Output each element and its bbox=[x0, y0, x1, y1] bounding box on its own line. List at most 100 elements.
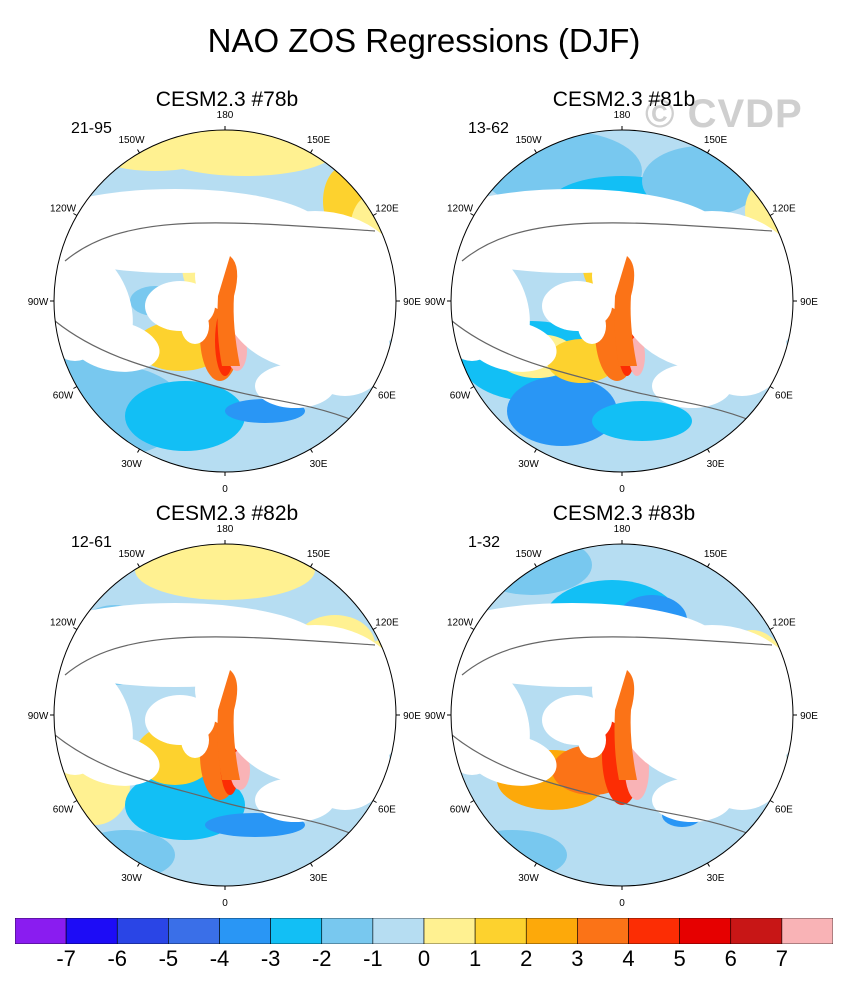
land-mask bbox=[467, 320, 557, 372]
lon-label: 180 bbox=[217, 110, 234, 121]
lon-tick bbox=[769, 386, 774, 389]
lon-tick bbox=[73, 800, 78, 803]
lon-label: 150W bbox=[118, 549, 145, 560]
colorbar-tick-label: -3 bbox=[260, 946, 281, 971]
colorbar-swatch bbox=[423, 918, 476, 944]
lon-label: 60E bbox=[775, 391, 793, 402]
colorbar bbox=[15, 918, 833, 944]
lon-tick bbox=[137, 862, 140, 867]
lon-label: 0 bbox=[222, 484, 228, 495]
lon-label: 90W bbox=[425, 297, 446, 308]
colorbar-swatch bbox=[270, 918, 323, 944]
colorbar-tick-label: 6 bbox=[724, 946, 737, 971]
lon-label: 60E bbox=[378, 805, 396, 816]
land-mask bbox=[181, 308, 209, 344]
colorbar-tick-label: 3 bbox=[571, 946, 584, 971]
coastline bbox=[54, 734, 356, 836]
lon-tick bbox=[534, 448, 537, 453]
lon-label: 0 bbox=[619, 484, 625, 495]
lon-label: 30W bbox=[121, 873, 142, 884]
lon-label: 120E bbox=[375, 204, 399, 215]
colorbar-tick-label: -1 bbox=[363, 946, 383, 971]
panel-title: CESM2.3 #81b bbox=[552, 88, 696, 111]
lon-tick bbox=[470, 386, 475, 389]
map-panel-82b: CESM2.3 #82b 12-61 180 150E 120E 90E 60E 30E 0… bbox=[15, 502, 439, 922]
land-mask bbox=[578, 308, 606, 344]
regression-patch bbox=[472, 544, 592, 595]
polar-map: 180 150E 120E 90E 60E 30E 0 30W 60W 90W 120W 150W bbox=[425, 524, 819, 909]
panel-years: 12-61 bbox=[71, 534, 112, 551]
coastline bbox=[461, 222, 773, 262]
regression-patch bbox=[125, 381, 245, 451]
lon-label: 120W bbox=[447, 204, 474, 215]
lon-label: 60W bbox=[450, 391, 471, 402]
lon-tick bbox=[470, 800, 475, 803]
lon-label: 30E bbox=[707, 873, 725, 884]
colorbar-tick-label: 7 bbox=[775, 946, 788, 971]
coastline bbox=[54, 320, 356, 422]
lon-tick bbox=[769, 800, 774, 803]
colorbar-tick-label: 1 bbox=[469, 946, 482, 971]
lon-label: 90W bbox=[28, 297, 49, 308]
colorbar-swatch bbox=[474, 918, 527, 944]
panel-years: 1-32 bbox=[468, 534, 501, 551]
polar-map: 180 150E 120E 90E 60E 30E 0 30W 60W 90W 120W 150W bbox=[28, 524, 422, 909]
coastline bbox=[451, 320, 753, 422]
watermark: © CVDP bbox=[645, 92, 803, 136]
lon-label: 90W bbox=[28, 711, 49, 722]
lon-tick bbox=[769, 213, 774, 216]
coastline bbox=[64, 636, 376, 676]
lon-tick bbox=[372, 213, 377, 216]
lon-tick bbox=[534, 149, 537, 154]
lon-tick bbox=[707, 862, 710, 867]
colorbar-tick-label: -7 bbox=[56, 946, 76, 971]
lon-label: 120E bbox=[772, 204, 796, 215]
lon-tick bbox=[372, 627, 377, 630]
lon-label: 60W bbox=[53, 391, 74, 402]
lon-label: 60E bbox=[378, 391, 396, 402]
land-mask bbox=[70, 734, 160, 786]
lon-tick bbox=[372, 386, 377, 389]
lon-label: 90E bbox=[403, 711, 421, 722]
panel-title: CESM2.3 #83b bbox=[552, 502, 696, 525]
lon-tick bbox=[707, 448, 710, 453]
lon-label: 90E bbox=[800, 711, 818, 722]
lon-tick bbox=[137, 563, 140, 568]
lon-label: 150E bbox=[307, 135, 331, 146]
map-panel-83b: CESM2.3 #83b 1-32 180 150E 120E 90E 60E 30E 0 3… bbox=[412, 502, 836, 922]
lon-label: 120W bbox=[50, 204, 77, 215]
lon-label: 120E bbox=[375, 618, 399, 629]
lon-tick bbox=[470, 627, 475, 630]
colorbar-swatch bbox=[730, 918, 783, 944]
lon-label: 180 bbox=[614, 524, 631, 535]
panel-years: 21-95 bbox=[71, 120, 112, 137]
lon-tick bbox=[310, 563, 313, 568]
colorbar-swatch bbox=[15, 918, 67, 944]
lon-label: 150E bbox=[704, 135, 728, 146]
lon-label: 60W bbox=[450, 805, 471, 816]
map-panel-81b: CESM2.3 #81b 13-62 180 150E 120E 90E 60E 30E 0… bbox=[412, 88, 836, 508]
lon-tick bbox=[470, 213, 475, 216]
regression-patch bbox=[457, 830, 567, 880]
colorbar-tick-label: -6 bbox=[107, 946, 128, 971]
lon-label: 120E bbox=[772, 618, 796, 629]
colorbar-swatch bbox=[372, 918, 425, 944]
land-mask bbox=[467, 734, 557, 786]
polar-map: 180 150E 120E 90E 60E 30E 0 30W 60W 90W 120W 150W bbox=[425, 110, 819, 495]
lon-label: 30E bbox=[707, 459, 725, 470]
lon-tick bbox=[137, 149, 140, 154]
regression-patch bbox=[507, 376, 617, 446]
lon-label: 30W bbox=[518, 459, 539, 470]
colorbar-swatch bbox=[781, 918, 833, 944]
regression-patch bbox=[592, 401, 692, 441]
lon-tick bbox=[534, 862, 537, 867]
arctic-strip bbox=[614, 670, 637, 780]
lon-label: 150W bbox=[515, 549, 542, 560]
regression-patch bbox=[135, 544, 315, 600]
lon-tick bbox=[310, 149, 313, 154]
colorbar-tick-label: 0 bbox=[417, 946, 431, 971]
lon-tick bbox=[137, 448, 140, 453]
colorbar-swatch bbox=[168, 918, 220, 944]
map-panel-78b: CESM2.3 #78b 21-95 180 150E 120E 90E 60E 30E 0… bbox=[15, 88, 439, 508]
colorbar-tick-label: -5 bbox=[158, 946, 179, 971]
